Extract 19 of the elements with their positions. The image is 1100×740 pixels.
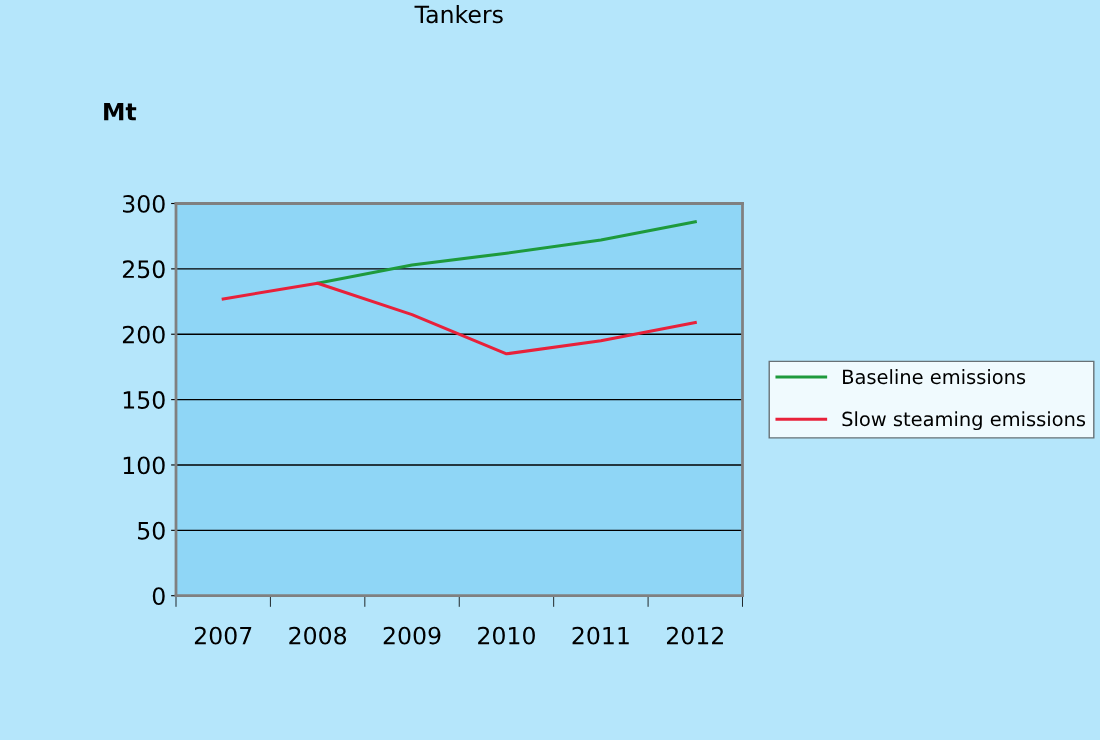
x-tick-label: 2010 [478, 626, 535, 645]
chart-title: Tankers [414, 5, 503, 24]
y-tick-label: 100 [123, 456, 165, 475]
y-axis-title: Mt [104, 102, 137, 121]
x-tick-label: 2007 [194, 626, 252, 645]
y-tick-label: 50 [138, 521, 165, 540]
y-tick-label: 200 [122, 325, 165, 344]
x-tick-label: 2012 [666, 626, 723, 645]
line-series [316, 220, 697, 285]
y-tick-label: 0 [152, 587, 165, 606]
line-series [221, 281, 697, 356]
legend-label: Baseline emissions [843, 369, 1026, 385]
y-tick-label: 300 [123, 194, 165, 213]
y-tick-label: 150 [123, 391, 165, 409]
y-tick-label: 250 [122, 260, 165, 279]
legend-label: Slow steaming emissions [842, 411, 1086, 431]
x-tick-label: 2011 [572, 626, 629, 645]
x-tick-label: 2009 [383, 626, 441, 645]
x-tick-label: 2008 [289, 626, 347, 645]
